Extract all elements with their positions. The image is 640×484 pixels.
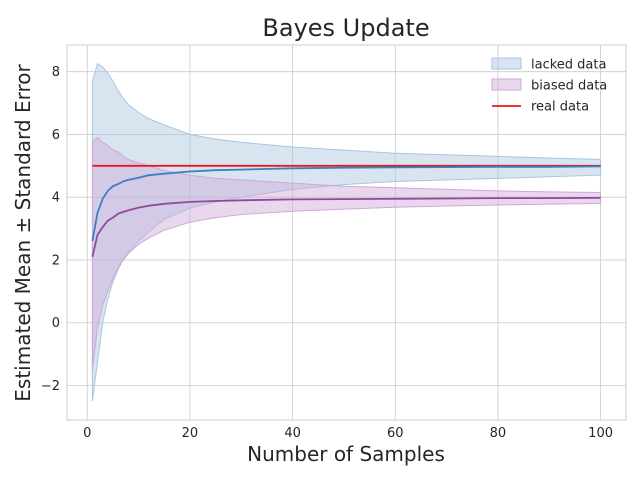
legend-swatch	[491, 78, 522, 91]
band-biased	[91, 136, 602, 370]
y-tick-label: 2	[52, 253, 60, 268]
y-tick-label: 6	[52, 128, 60, 143]
legend: lacked data biased data real data	[491, 57, 607, 115]
y-tick-label: 8	[52, 65, 60, 80]
x-tick-label: 40	[284, 426, 301, 441]
legend-label: biased data	[531, 79, 607, 94]
legend-swatch	[491, 57, 522, 70]
plot-area: 0 20 40 60 80 100 −2 0 2 4 6 8	[41, 44, 627, 441]
legend-label: lacked data	[531, 58, 606, 73]
band-lacked	[91, 63, 602, 402]
series-line-1	[91, 165, 601, 242]
x-axis-label: Number of Samples	[247, 442, 445, 466]
x-tick-label: 0	[83, 426, 91, 441]
chart-title: Bayes Update	[262, 14, 429, 42]
x-tick-label: 60	[387, 426, 404, 441]
y-tick-label: 0	[52, 316, 60, 331]
y-tick-label: −2	[41, 379, 60, 394]
x-tick-label: 20	[182, 426, 199, 441]
legend-label: real data	[531, 100, 589, 115]
series-line-2	[91, 196, 601, 258]
y-axis-label: Estimated Mean ± Standard Error	[11, 63, 35, 401]
y-tick-label: 4	[52, 191, 60, 206]
x-tick-label: 80	[490, 426, 507, 441]
axes-frame	[66, 44, 627, 421]
x-tick-label: 100	[588, 426, 613, 441]
